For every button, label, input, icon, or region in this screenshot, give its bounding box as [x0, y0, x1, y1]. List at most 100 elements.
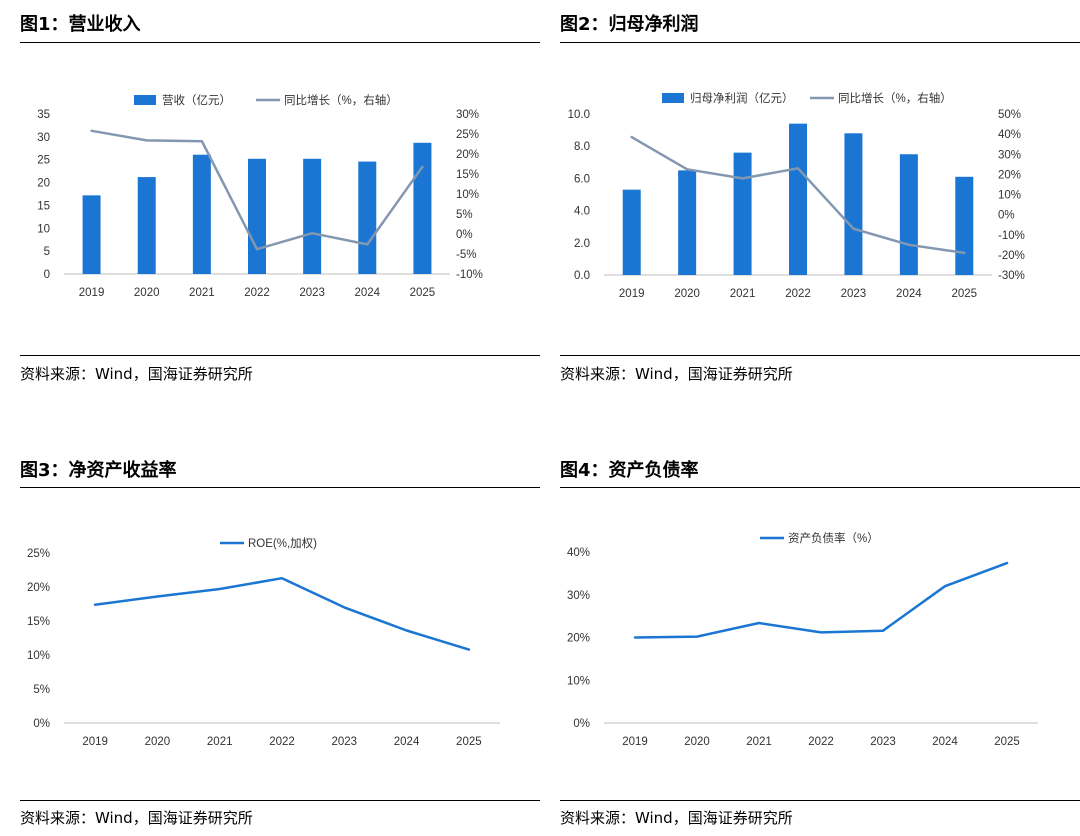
series-line: [90, 129, 424, 251]
legend-label: 同比增长（%，右轴）: [838, 91, 952, 105]
left-axis-tick-label: 25%: [27, 548, 50, 560]
bar-mark: [733, 152, 752, 275]
x-axis-tick-label: 2025: [456, 736, 482, 748]
right-axis-tick-label: 15%: [456, 169, 479, 181]
right-axis-tick-label: 0%: [456, 229, 473, 241]
right-axis-tick-label: -20%: [998, 250, 1025, 262]
series-line: [93, 576, 471, 651]
figure-2-chart: 0.0 2.0 4.0 6.0 8.0 10.0 -30% -20% -10% 0% 10% 20% 3…: [568, 91, 1025, 300]
right-axis-tick-label: 30%: [998, 149, 1021, 161]
bar-mark: [899, 154, 918, 275]
right-axis-tick-label: 10%: [456, 189, 479, 201]
x-axis-tick-label: 2024: [354, 287, 380, 299]
legend-label: 营收（亿元）: [162, 93, 231, 107]
right-axis-tick-label: 30%: [456, 109, 479, 121]
figure-4-bottom-rule: [560, 800, 1080, 801]
figure-1-bottom-rule: [20, 355, 540, 356]
right-axis-tick-label: 20%: [998, 169, 1021, 181]
series-line: [630, 135, 966, 255]
right-axis-tick-label: 0%: [998, 210, 1015, 222]
x-axis-tick-label: 2022: [244, 287, 270, 299]
left-axis-tick-label: 10%: [567, 675, 590, 687]
left-axis-tick-label: 20: [37, 178, 50, 190]
left-axis-tick-label: 6.0: [574, 173, 590, 185]
left-axis-tick-label: 15: [37, 200, 50, 212]
right-axis-tick-label: 20%: [456, 149, 479, 161]
bar-mark: [137, 177, 156, 274]
legend-label: 同比增长（%，右轴）: [284, 93, 398, 107]
legend-label: 资产负债率（%）: [788, 531, 879, 545]
figure-3-panel: 图3：净资产收益率 0% 5% 10% 15% 20% 25% 2019 2020 2021 20…: [20, 460, 540, 836]
left-axis-tick-label: 15%: [27, 616, 50, 628]
figure-2-title: 图2：归母净利润: [560, 14, 699, 35]
x-axis-tick-label: 2021: [189, 287, 215, 299]
x-axis-tick-label: 2022: [269, 736, 295, 748]
left-axis-tick-label: 5: [44, 246, 50, 258]
right-axis-tick-label: 10%: [998, 190, 1021, 202]
x-axis-tick-label: 2020: [674, 288, 700, 300]
right-axis-tick-label: -30%: [998, 270, 1025, 282]
x-axis-tick-label: 2019: [622, 736, 648, 748]
figure-4-title: 图4：资产负债率: [560, 460, 699, 481]
x-axis-tick-label: 2025: [410, 287, 436, 299]
x-axis-tick-label: 2020: [134, 287, 160, 299]
legend-swatch-bar: [662, 93, 684, 103]
x-axis-tick-label: 2023: [299, 287, 325, 299]
left-axis-tick-label: 35: [37, 109, 50, 121]
figure-3-bottom-rule: [20, 800, 540, 801]
bar-mark: [955, 176, 974, 275]
figure-1-title: 图1：营业收入: [20, 14, 141, 35]
left-axis-tick-label: 20%: [27, 582, 50, 594]
figure-3-chart: 0% 5% 10% 15% 20% 25% 2019 2020 2021 2022 2023 2024…: [27, 537, 500, 748]
left-axis-tick-label: 25: [37, 155, 50, 167]
bar-mark: [622, 189, 641, 275]
x-axis-tick-label: 2019: [82, 736, 108, 748]
right-axis-tick-label: -10%: [998, 230, 1025, 242]
bar-mark: [789, 123, 807, 275]
figure-3-source: 资料来源：Wind，国海证券研究所: [20, 809, 253, 827]
figure-2-top-rule: [560, 42, 1080, 43]
x-axis-tick-label: 2024: [896, 288, 922, 300]
right-axis-tick-label: 40%: [998, 129, 1021, 141]
figure-1-panel: 图1：营业收入 0 5 10 15 20 25 30 35 -10% -5% 0% 5% 10% 15% 2…: [20, 14, 540, 390]
bar-mark: [844, 133, 863, 275]
left-axis-tick-label: 0: [44, 269, 50, 281]
left-axis-tick-label: 10: [37, 223, 50, 235]
x-axis-tick-label: 2020: [145, 736, 171, 748]
left-axis-tick-label: 2.0: [574, 238, 590, 250]
figure-2-panel: 图2：归母净利润 0.0 2.0 4.0 6.0 8.0 10.0 -30% -20% -10%…: [560, 14, 1080, 390]
figure-1-chart: 05101520253035-10%-5%0%5%10%15%20%25%30%…: [37, 93, 483, 299]
figure-3-top-rule: [20, 487, 540, 488]
bar-mark: [303, 158, 322, 274]
figure-4-chart: 0% 10% 20% 30% 40% 2019 2020 2021 2022 2023 2024 20…: [567, 531, 1038, 748]
bar-mark: [413, 142, 432, 274]
legend-label: ROE(%,加权): [248, 537, 317, 550]
left-axis-tick-label: 8.0: [574, 141, 590, 153]
left-axis-tick-label: 10%: [27, 650, 50, 662]
figure-4-panel: 图4：资产负债率 0% 10% 20% 30% 40% 2019 2020 2021 2022 2…: [560, 460, 1080, 836]
x-axis-tick-label: 2025: [951, 288, 977, 300]
left-axis-tick-label: 0%: [573, 718, 590, 730]
right-axis-tick-label: 50%: [998, 109, 1021, 121]
x-axis-tick-label: 2024: [394, 736, 420, 748]
left-axis-tick-label: 30: [37, 132, 50, 144]
left-axis-tick-label: 40%: [567, 547, 590, 559]
left-axis-tick-label: 30%: [567, 590, 590, 602]
figure-1-top-rule: [20, 42, 540, 43]
x-axis-tick-label: 2023: [331, 736, 357, 748]
x-axis-tick-label: 2025: [994, 736, 1020, 748]
legend-swatch-bar: [134, 95, 156, 105]
left-axis-tick-label: 5%: [33, 684, 50, 696]
figure-3-title: 图3：净资产收益率: [20, 460, 177, 481]
figure-2-source: 资料来源：Wind，国海证券研究所: [560, 365, 793, 383]
x-axis-tick-label: 2023: [870, 736, 896, 748]
bar-mark: [192, 154, 211, 274]
x-axis-tick-label: 2019: [79, 287, 105, 299]
left-axis-tick-label: 4.0: [574, 206, 590, 218]
bar-mark: [358, 161, 377, 274]
x-axis-tick-label: 2022: [808, 736, 834, 748]
right-axis-tick-label: -5%: [456, 249, 476, 261]
series-line: [633, 561, 1009, 639]
x-axis-tick-label: 2023: [841, 288, 867, 300]
x-axis-tick-label: 2024: [932, 736, 958, 748]
